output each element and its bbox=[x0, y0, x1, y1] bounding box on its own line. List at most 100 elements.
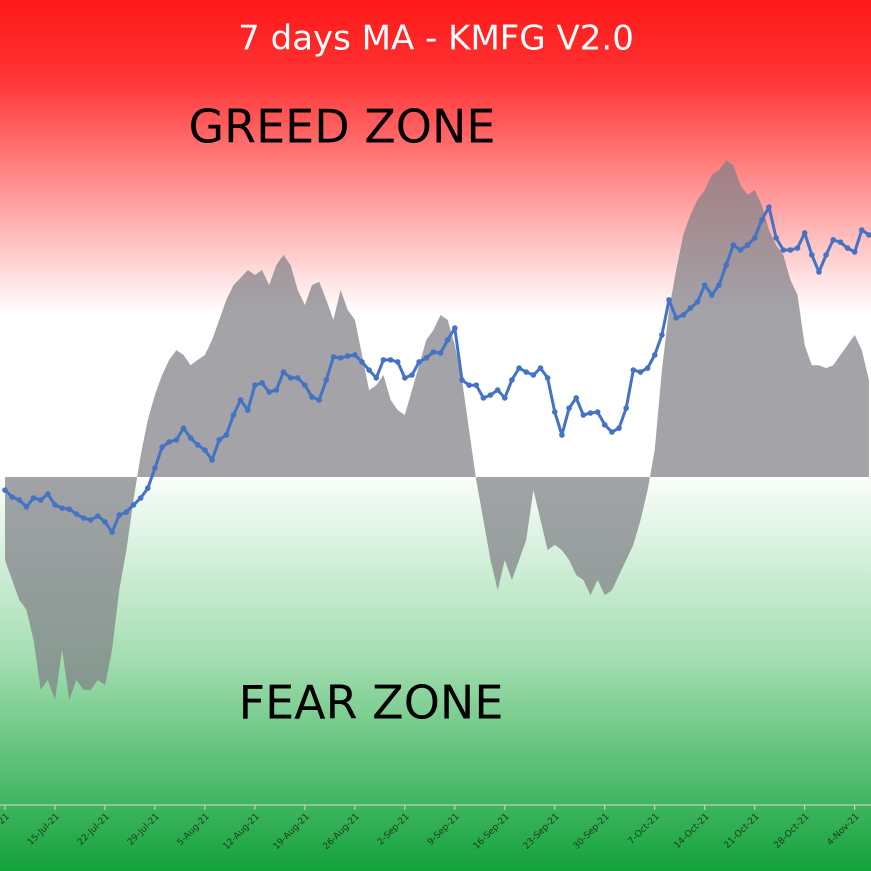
marker bbox=[651, 352, 658, 358]
marker bbox=[80, 515, 87, 521]
marker bbox=[787, 247, 794, 253]
marker bbox=[580, 412, 587, 418]
marker bbox=[216, 437, 222, 443]
marker bbox=[194, 442, 201, 448]
marker bbox=[659, 332, 665, 338]
marker bbox=[573, 395, 579, 401]
marker bbox=[352, 352, 358, 358]
marker bbox=[45, 491, 51, 497]
marker bbox=[244, 407, 251, 413]
marker bbox=[516, 365, 522, 371]
marker bbox=[344, 353, 351, 359]
marker bbox=[723, 262, 729, 268]
marker bbox=[466, 382, 472, 388]
marker bbox=[87, 517, 94, 523]
marker bbox=[202, 447, 208, 453]
marker bbox=[644, 365, 651, 371]
marker bbox=[2, 487, 8, 493]
marker bbox=[380, 357, 387, 363]
marker bbox=[37, 497, 44, 503]
marker bbox=[52, 502, 58, 508]
marker bbox=[480, 395, 487, 401]
marker bbox=[102, 519, 108, 525]
marker bbox=[859, 227, 865, 233]
marker bbox=[66, 506, 73, 512]
marker bbox=[309, 394, 315, 400]
marker bbox=[373, 375, 380, 381]
marker bbox=[694, 299, 701, 305]
marker bbox=[637, 369, 644, 375]
line bbox=[3, 205, 870, 534]
marker bbox=[237, 397, 244, 403]
marker bbox=[701, 282, 708, 288]
marker bbox=[759, 217, 765, 223]
marker bbox=[266, 389, 272, 395]
marker bbox=[537, 365, 544, 371]
marker bbox=[273, 387, 280, 393]
marker bbox=[801, 230, 808, 236]
marker bbox=[359, 359, 365, 365]
marker bbox=[487, 392, 494, 398]
marker bbox=[766, 204, 772, 210]
marker bbox=[452, 325, 458, 331]
marker bbox=[280, 369, 287, 375]
marker bbox=[494, 387, 501, 393]
marker bbox=[366, 367, 372, 373]
chart-title: 7 days MA - KMFG V2.0 bbox=[238, 19, 634, 59]
marker bbox=[623, 405, 629, 411]
marker bbox=[109, 529, 115, 535]
marker bbox=[323, 377, 330, 383]
marker bbox=[423, 355, 430, 361]
marker bbox=[680, 312, 687, 318]
marker bbox=[687, 305, 694, 311]
marker bbox=[737, 247, 744, 253]
marker bbox=[566, 405, 572, 411]
marker bbox=[809, 252, 815, 258]
marker bbox=[730, 242, 737, 248]
marker bbox=[609, 429, 615, 435]
marker bbox=[116, 512, 123, 518]
marker bbox=[780, 247, 787, 253]
marker bbox=[409, 372, 415, 378]
marker bbox=[502, 395, 508, 401]
marker bbox=[630, 367, 637, 373]
marker bbox=[866, 232, 871, 238]
marker bbox=[16, 497, 23, 503]
marker bbox=[666, 297, 672, 303]
marker bbox=[23, 504, 30, 510]
marker bbox=[559, 432, 565, 438]
marker bbox=[716, 282, 722, 288]
marker bbox=[166, 439, 173, 445]
marker bbox=[123, 509, 130, 515]
marker bbox=[530, 372, 537, 378]
marker bbox=[95, 513, 101, 519]
marker bbox=[523, 369, 530, 375]
marker bbox=[316, 397, 322, 403]
marker bbox=[330, 354, 337, 360]
marker bbox=[387, 357, 394, 363]
marker bbox=[337, 355, 344, 361]
marker bbox=[430, 349, 437, 355]
marker bbox=[709, 292, 715, 298]
marker bbox=[473, 382, 480, 388]
marker bbox=[509, 377, 515, 383]
marker bbox=[302, 382, 308, 388]
marker bbox=[601, 422, 608, 428]
marker bbox=[673, 315, 679, 321]
marker bbox=[794, 245, 801, 251]
marker bbox=[59, 505, 65, 511]
marker bbox=[230, 412, 237, 418]
marker bbox=[173, 437, 180, 443]
area bbox=[5, 160, 869, 700]
marker bbox=[773, 235, 779, 241]
marker bbox=[187, 435, 194, 441]
marker bbox=[287, 375, 294, 381]
annotation: GREED ZONE bbox=[189, 100, 496, 154]
marker bbox=[823, 252, 829, 258]
marker bbox=[830, 237, 837, 243]
marker bbox=[259, 380, 265, 386]
marker bbox=[180, 425, 187, 431]
marker bbox=[837, 239, 844, 245]
marker bbox=[9, 494, 15, 500]
